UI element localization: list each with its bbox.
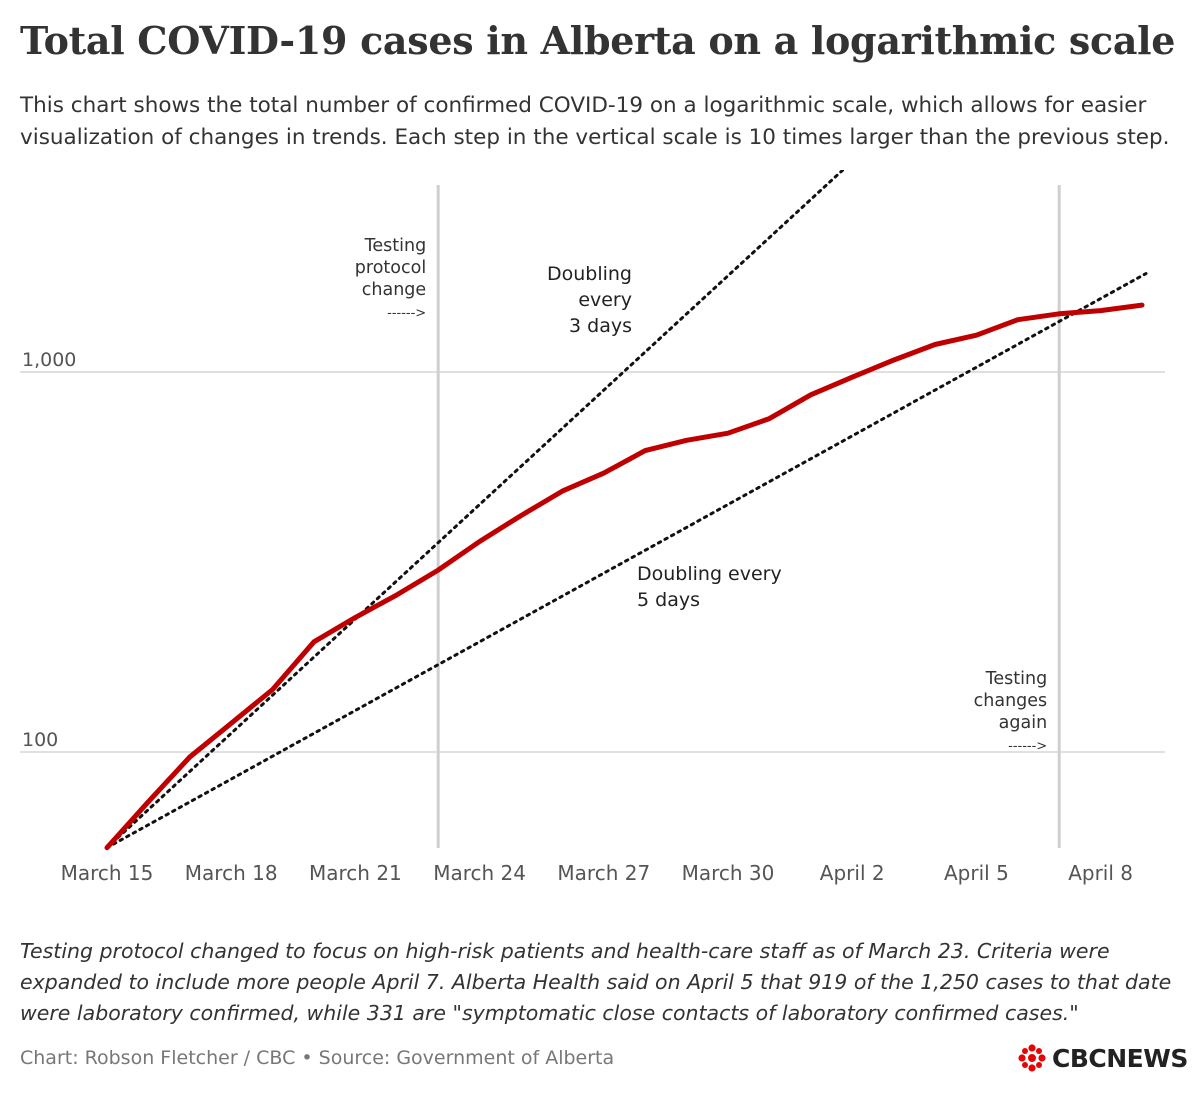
x-tick-label: April 8	[1068, 861, 1133, 885]
annotation-label: changes	[974, 691, 1048, 711]
doubling-line-label: every	[578, 289, 632, 311]
annotation-label: Testing	[985, 669, 1048, 689]
annotation-label: ------>	[387, 306, 426, 321]
x-tick-label: March 18	[185, 861, 278, 885]
doubling-line-label: Doubling	[547, 263, 632, 285]
y-tick-label: 100	[22, 729, 58, 751]
doubling-line-label: 3 days	[569, 315, 632, 337]
source-credit: Chart: Robson Fletcher / CBC • Source: G…	[20, 1047, 615, 1069]
x-tick-label: April 5	[944, 861, 1009, 885]
annotation-label: again	[999, 713, 1048, 733]
annotation-label: Testing	[364, 236, 427, 256]
logo-text: CBCNEWS	[1052, 1043, 1188, 1073]
x-tick-label: April 2	[820, 861, 885, 885]
annotation-label: protocol	[355, 258, 426, 278]
doubling-line-label: 5 days	[637, 589, 700, 611]
x-tick-label: March 30	[682, 861, 775, 885]
annotation-label: change	[362, 280, 426, 300]
footnote: Testing protocol changed to focus on hig…	[20, 939, 1172, 1025]
total-cases-line	[104, 302, 1145, 851]
chart-title: Total COVID-19 cases in Alberta on a log…	[20, 18, 1176, 63]
line-chart: 100 1,000 March 15 March 18 March 21 March 2…	[20, 170, 1165, 885]
doubling-reference-line	[105, 272, 1148, 850]
doubling-line-label: Doubling every	[637, 563, 782, 585]
annotation-label: ------>	[1008, 739, 1047, 754]
doubling-reference-line	[105, 170, 846, 850]
y-tick-label: 1,000	[22, 349, 76, 371]
x-tick-label: March 27	[557, 861, 650, 885]
x-tick-label: March 15	[61, 861, 154, 885]
cbc-news-logo: CBCNEWS	[1018, 1043, 1188, 1073]
chart-subtitle: This chart shows the total number of con…	[20, 93, 1170, 150]
x-tick-label: March 24	[433, 861, 526, 885]
cbc-gem-icon	[1018, 1044, 1046, 1072]
x-tick-label: March 21	[309, 861, 402, 885]
